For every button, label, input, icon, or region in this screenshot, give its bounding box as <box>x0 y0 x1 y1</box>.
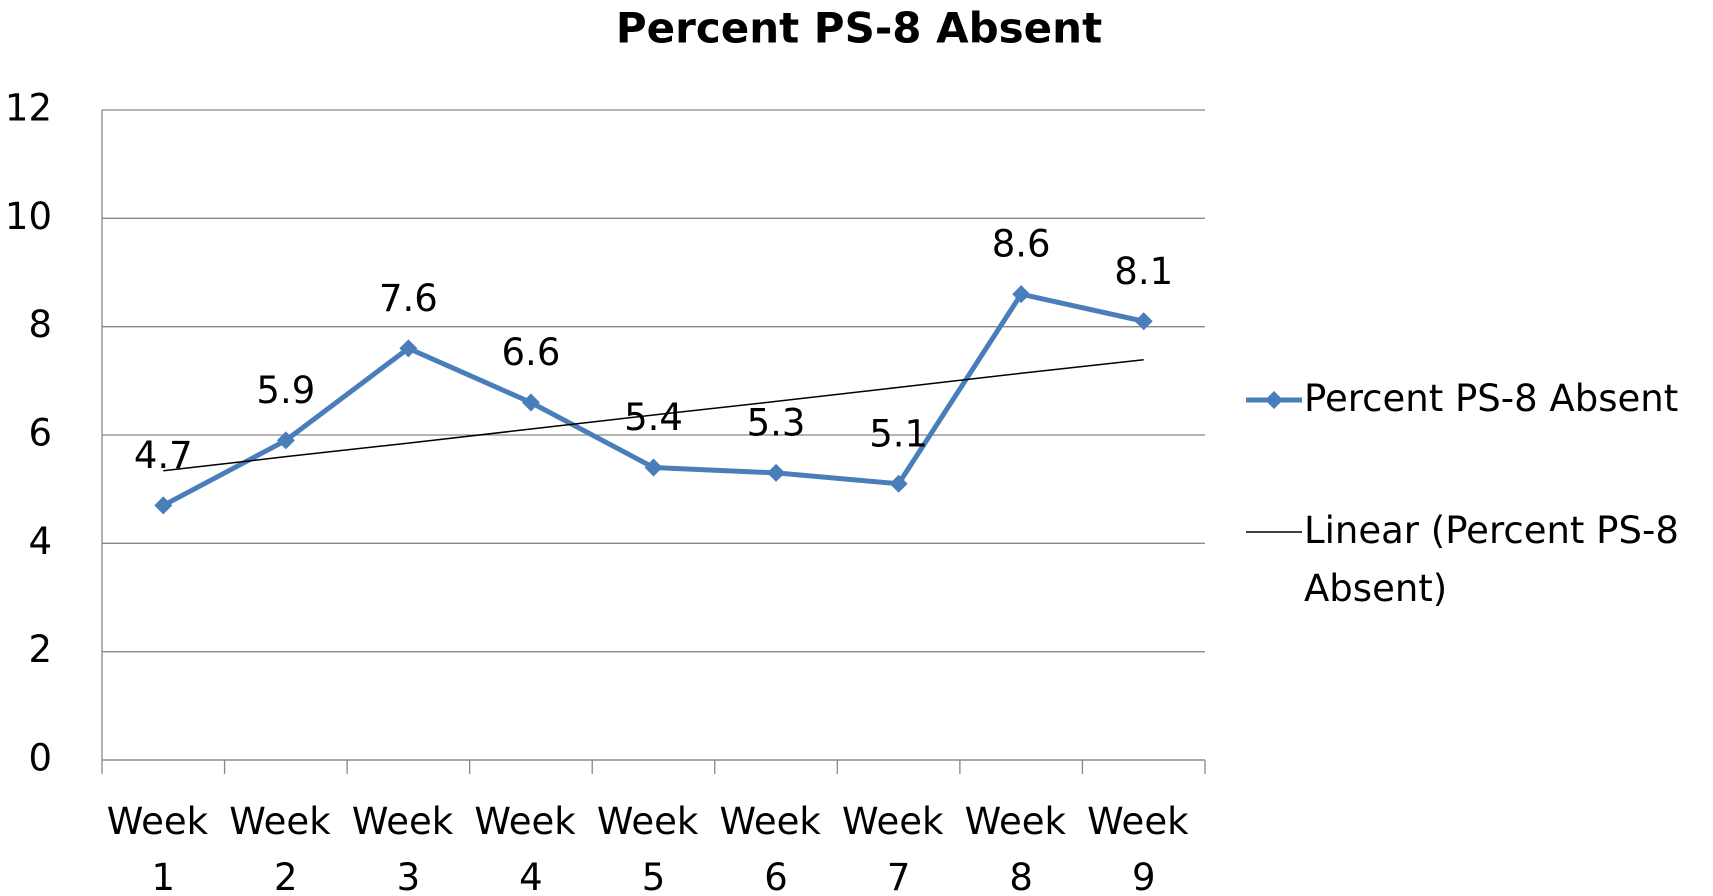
y-tick-label: 6 <box>28 412 52 455</box>
x-tick-label: Week 4 <box>474 800 587 896</box>
data-point <box>276 431 295 450</box>
legend-label: Linear (Percent PS-8 Absent) <box>1304 509 1691 610</box>
data-point <box>1012 285 1031 304</box>
data-point <box>1134 312 1153 331</box>
x-tick-label: Week 6 <box>719 800 832 896</box>
data-point <box>154 496 173 515</box>
legend-marker <box>1265 391 1283 409</box>
y-tick-label: 0 <box>28 737 52 780</box>
y-tick-label: 12 <box>5 87 52 130</box>
x-tick-label: Week 5 <box>597 800 710 896</box>
data-label: 4.7 <box>134 434 193 477</box>
y-tick-label: 2 <box>28 628 52 671</box>
x-tick-label: Week 1 <box>107 800 220 896</box>
data-label: 8.1 <box>1114 250 1173 293</box>
x-tick-label: Week 2 <box>229 800 342 896</box>
data-point <box>521 393 540 412</box>
data-label: 5.9 <box>256 369 315 412</box>
data-label: 5.3 <box>747 401 806 444</box>
x-tick-label: Week 8 <box>965 800 1078 896</box>
data-point <box>399 339 418 358</box>
y-tick-label: 10 <box>5 195 52 238</box>
data-point <box>644 458 663 477</box>
data-point <box>767 463 786 482</box>
data-label: 8.6 <box>992 223 1051 266</box>
data-label: 6.6 <box>502 331 561 374</box>
x-tick-label: Week 9 <box>1087 800 1200 896</box>
data-label: 7.6 <box>379 277 438 320</box>
trend-line <box>163 358 1144 472</box>
legend-label: Percent PS-8 Absent <box>1304 377 1678 420</box>
x-tick-label: Week 3 <box>352 800 465 896</box>
chart-title: Percent PS-8 Absent <box>616 4 1102 53</box>
x-tick-label: Week 7 <box>842 800 955 896</box>
y-tick-label: 4 <box>28 520 52 563</box>
data-label: 5.1 <box>869 412 928 455</box>
y-tick-label: 8 <box>28 303 52 346</box>
data-point <box>889 474 908 493</box>
